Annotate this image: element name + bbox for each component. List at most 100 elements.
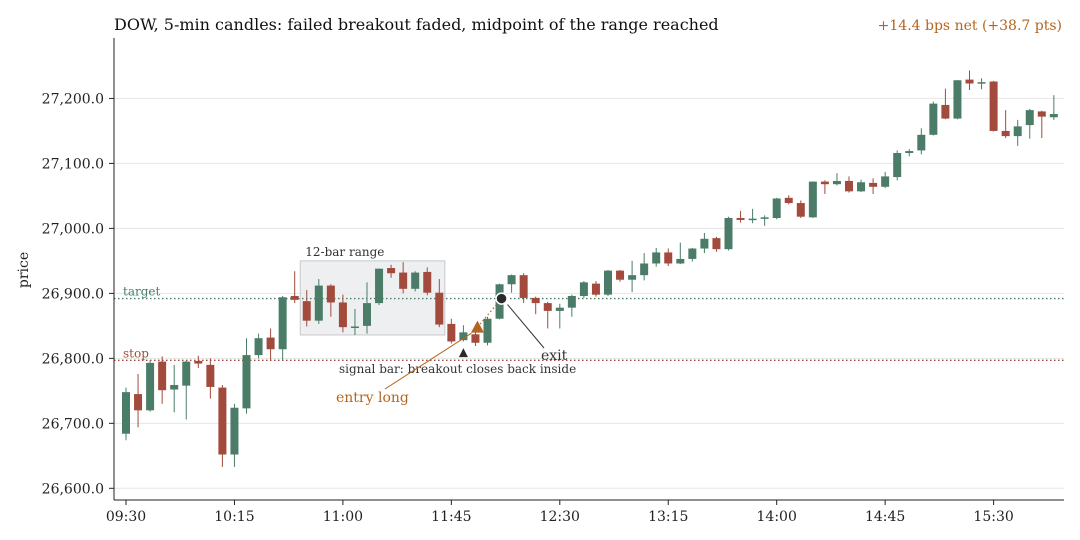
candle-body (760, 217, 769, 219)
stop-label: stop (123, 346, 149, 360)
candle-body (664, 252, 673, 264)
axes: 26,600.0 26,700.0 26,800.0 26,900.0 27,000.0… (42, 38, 1064, 525)
entry-arrow (384, 332, 472, 390)
candle-body (724, 217, 733, 250)
candle-body (375, 268, 384, 304)
candle-body (989, 81, 998, 131)
candle-body (170, 384, 179, 390)
candle-body (242, 355, 251, 409)
candle-body (591, 283, 600, 295)
candle-body (278, 297, 287, 350)
candle-body (555, 307, 564, 311)
candle-body (700, 238, 709, 249)
candle-body (411, 272, 420, 289)
candle-body (1037, 111, 1046, 117)
candle-body (1025, 110, 1034, 126)
range-box-label: 12-bar range (305, 245, 384, 259)
net-result-label: +14.4 bps net (+38.7 pts) (878, 18, 1062, 34)
y-tick-label: 27,100.0 (42, 156, 104, 172)
candle-body (965, 79, 974, 84)
candle-body (628, 275, 637, 280)
candle-body (579, 282, 588, 296)
candle-body (688, 248, 697, 259)
candle-body (604, 270, 612, 295)
candle-body (616, 270, 625, 280)
candle-body (676, 258, 685, 264)
y-axis-label: price (16, 252, 32, 288)
candle-body (302, 301, 311, 321)
x-tick-label: 14:45 (865, 509, 905, 525)
y-tick-label: 27,200.0 (42, 91, 104, 107)
candle-body (977, 82, 986, 84)
candle-body (796, 203, 805, 217)
candle-body (134, 394, 143, 411)
candle-body (820, 181, 829, 185)
candle-body (326, 285, 335, 303)
candle-body (314, 285, 323, 321)
x-tick-label: 13:15 (648, 509, 688, 525)
candle-body (869, 182, 878, 187)
candle-body (808, 181, 817, 218)
candle-body (423, 271, 432, 293)
candle-body (483, 318, 492, 343)
candle-body (652, 252, 661, 264)
annotations: signal bar: breakout closes back insidee… (336, 292, 576, 406)
candle-body (881, 176, 890, 187)
x-tick-label: 11:00 (323, 509, 363, 525)
candle-body (194, 360, 203, 364)
candle-body (905, 151, 914, 154)
candle-body (1001, 130, 1010, 137)
candles (122, 70, 1058, 467)
x-tick-label: 09:30 (106, 509, 146, 525)
candle-body (784, 197, 793, 204)
y-tick-label: 27,000.0 (42, 221, 104, 237)
candle-body (640, 263, 649, 276)
x-tick-label: 10:15 (214, 509, 254, 525)
candle-body (531, 297, 540, 304)
candle-body (953, 80, 962, 119)
candle-body (363, 303, 371, 326)
candle-body (146, 362, 155, 411)
candle-body (832, 180, 841, 185)
x-tick-label: 12:30 (540, 509, 580, 525)
candle-body (471, 334, 480, 343)
candle-body (929, 103, 938, 135)
y-tick-label: 26,900.0 (42, 286, 104, 302)
y-tick-label: 26,600.0 (42, 481, 104, 497)
level-lines: target stop (114, 285, 1064, 361)
candle-body (941, 104, 950, 119)
candle-body (1049, 114, 1058, 118)
candle-body (1013, 126, 1022, 137)
candle-body (845, 180, 853, 192)
candle-body (567, 295, 576, 308)
candle-body (772, 198, 781, 218)
signal-bar-marker (458, 348, 468, 358)
exit-label: exit (541, 348, 568, 364)
candle-body (182, 361, 191, 386)
candle-body (748, 218, 757, 221)
x-tick-label: 11:45 (431, 509, 471, 525)
candle-body (387, 268, 396, 274)
signal-bar-label: signal bar: breakout closes back inside (339, 362, 576, 376)
candle-body (350, 326, 359, 329)
candle-body (893, 153, 902, 178)
candle-body (266, 337, 275, 350)
candle-body (712, 238, 721, 250)
candle-body (399, 272, 408, 289)
candle-body (519, 275, 528, 298)
exit-marker (495, 292, 508, 305)
candle-body (435, 292, 444, 325)
candle-body (857, 182, 866, 192)
candle-body (254, 338, 263, 356)
x-tick-label: 14:00 (757, 509, 797, 525)
y-tick-label: 26,800.0 (42, 351, 104, 367)
candle-body (338, 302, 347, 328)
candle-body (218, 387, 227, 455)
chart-title: DOW, 5-min candles: failed breakout fade… (114, 15, 719, 34)
y-tick-label: 26,700.0 (42, 416, 104, 432)
candle-body (459, 332, 468, 341)
exit-arrow (507, 304, 545, 349)
candle-body (447, 323, 456, 342)
range-box (299, 260, 446, 336)
